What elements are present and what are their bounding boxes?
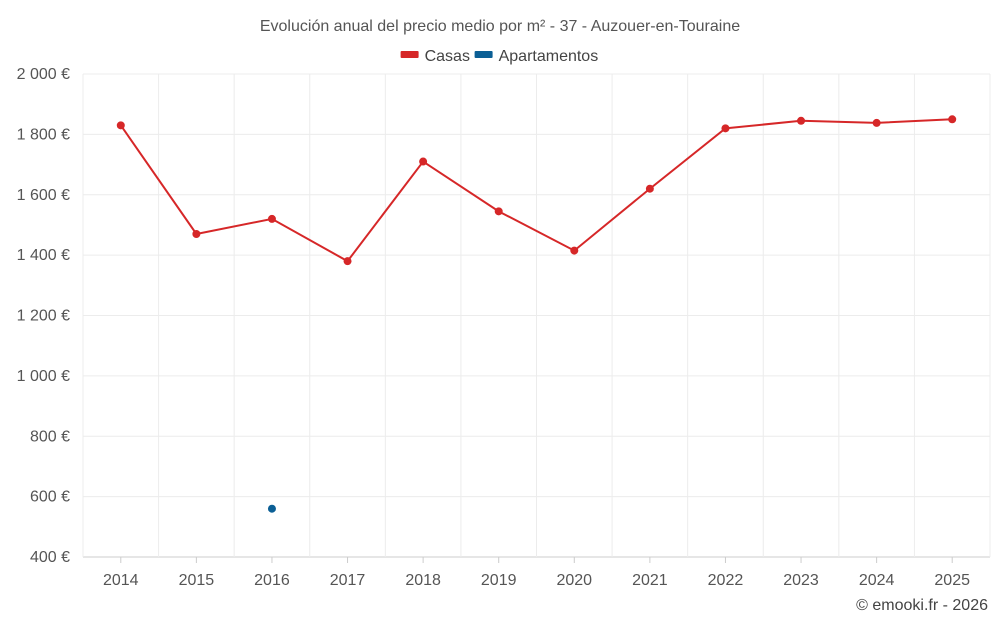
credit-text: © emooki.fr - 2026 xyxy=(856,597,988,614)
legend-swatch-1 xyxy=(474,51,493,58)
legend-label-1[interactable]: Apartamentos xyxy=(499,48,599,65)
x-tick-label: 2022 xyxy=(708,572,744,589)
x-tick-label: 2017 xyxy=(330,572,366,589)
y-tick-label: 1 400 € xyxy=(17,247,70,264)
data-point-casas[interactable] xyxy=(419,157,428,166)
x-tick-label: 2014 xyxy=(103,572,139,589)
x-tick-label: 2019 xyxy=(481,572,517,589)
x-tick-label: 2020 xyxy=(556,572,592,589)
data-point-casas[interactable] xyxy=(570,246,579,255)
data-point-casas[interactable] xyxy=(948,115,957,124)
y-tick-label: 600 € xyxy=(30,489,70,506)
data-point-casas[interactable] xyxy=(645,184,654,193)
data-point-casas[interactable] xyxy=(343,257,352,266)
y-tick-label: 400 € xyxy=(30,549,70,566)
x-tick-label: 2015 xyxy=(179,572,215,589)
plot-area xyxy=(116,115,957,513)
data-point-casas[interactable] xyxy=(797,116,806,125)
legend-label-0[interactable]: Casas xyxy=(425,48,470,65)
series-line-0 xyxy=(119,118,953,263)
x-tick-label: 2023 xyxy=(783,572,819,589)
x-axis: 2014 2015 2016 2017 2018 2019 2020 2021 2022 2023… xyxy=(103,557,970,589)
data-point-apartamentos[interactable] xyxy=(267,504,276,513)
data-point-casas[interactable] xyxy=(721,124,730,133)
x-tick-label: 2021 xyxy=(632,572,668,589)
y-tick-label: 1 000 € xyxy=(17,368,70,385)
data-point-casas[interactable] xyxy=(872,118,881,127)
chart-title: Evolución anual del precio medio por m² … xyxy=(260,18,740,35)
legend-swatch-0 xyxy=(400,51,419,58)
x-tick-label: 2018 xyxy=(405,572,441,589)
y-tick-label: 1 200 € xyxy=(17,308,70,325)
y-tick-label: 2 000 € xyxy=(17,66,70,83)
grid xyxy=(82,73,991,558)
data-point-casas[interactable] xyxy=(116,121,125,130)
x-tick-label: 2016 xyxy=(254,572,290,589)
data-point-casas[interactable] xyxy=(192,229,201,238)
legend: Casas Apartamentos xyxy=(400,48,599,65)
data-point-casas[interactable] xyxy=(267,214,276,223)
y-axis: 400 € 600 € 800 € 1 000 € 1 200 € 1 400 € 1 60… xyxy=(17,66,70,566)
data-point-casas[interactable] xyxy=(494,207,503,216)
y-tick-label: 1 800 € xyxy=(17,126,70,143)
x-tick-label: 2024 xyxy=(859,572,895,589)
y-tick-label: 1 600 € xyxy=(17,187,70,204)
x-tick-label: 2025 xyxy=(934,572,970,589)
y-tick-label: 800 € xyxy=(30,428,70,445)
